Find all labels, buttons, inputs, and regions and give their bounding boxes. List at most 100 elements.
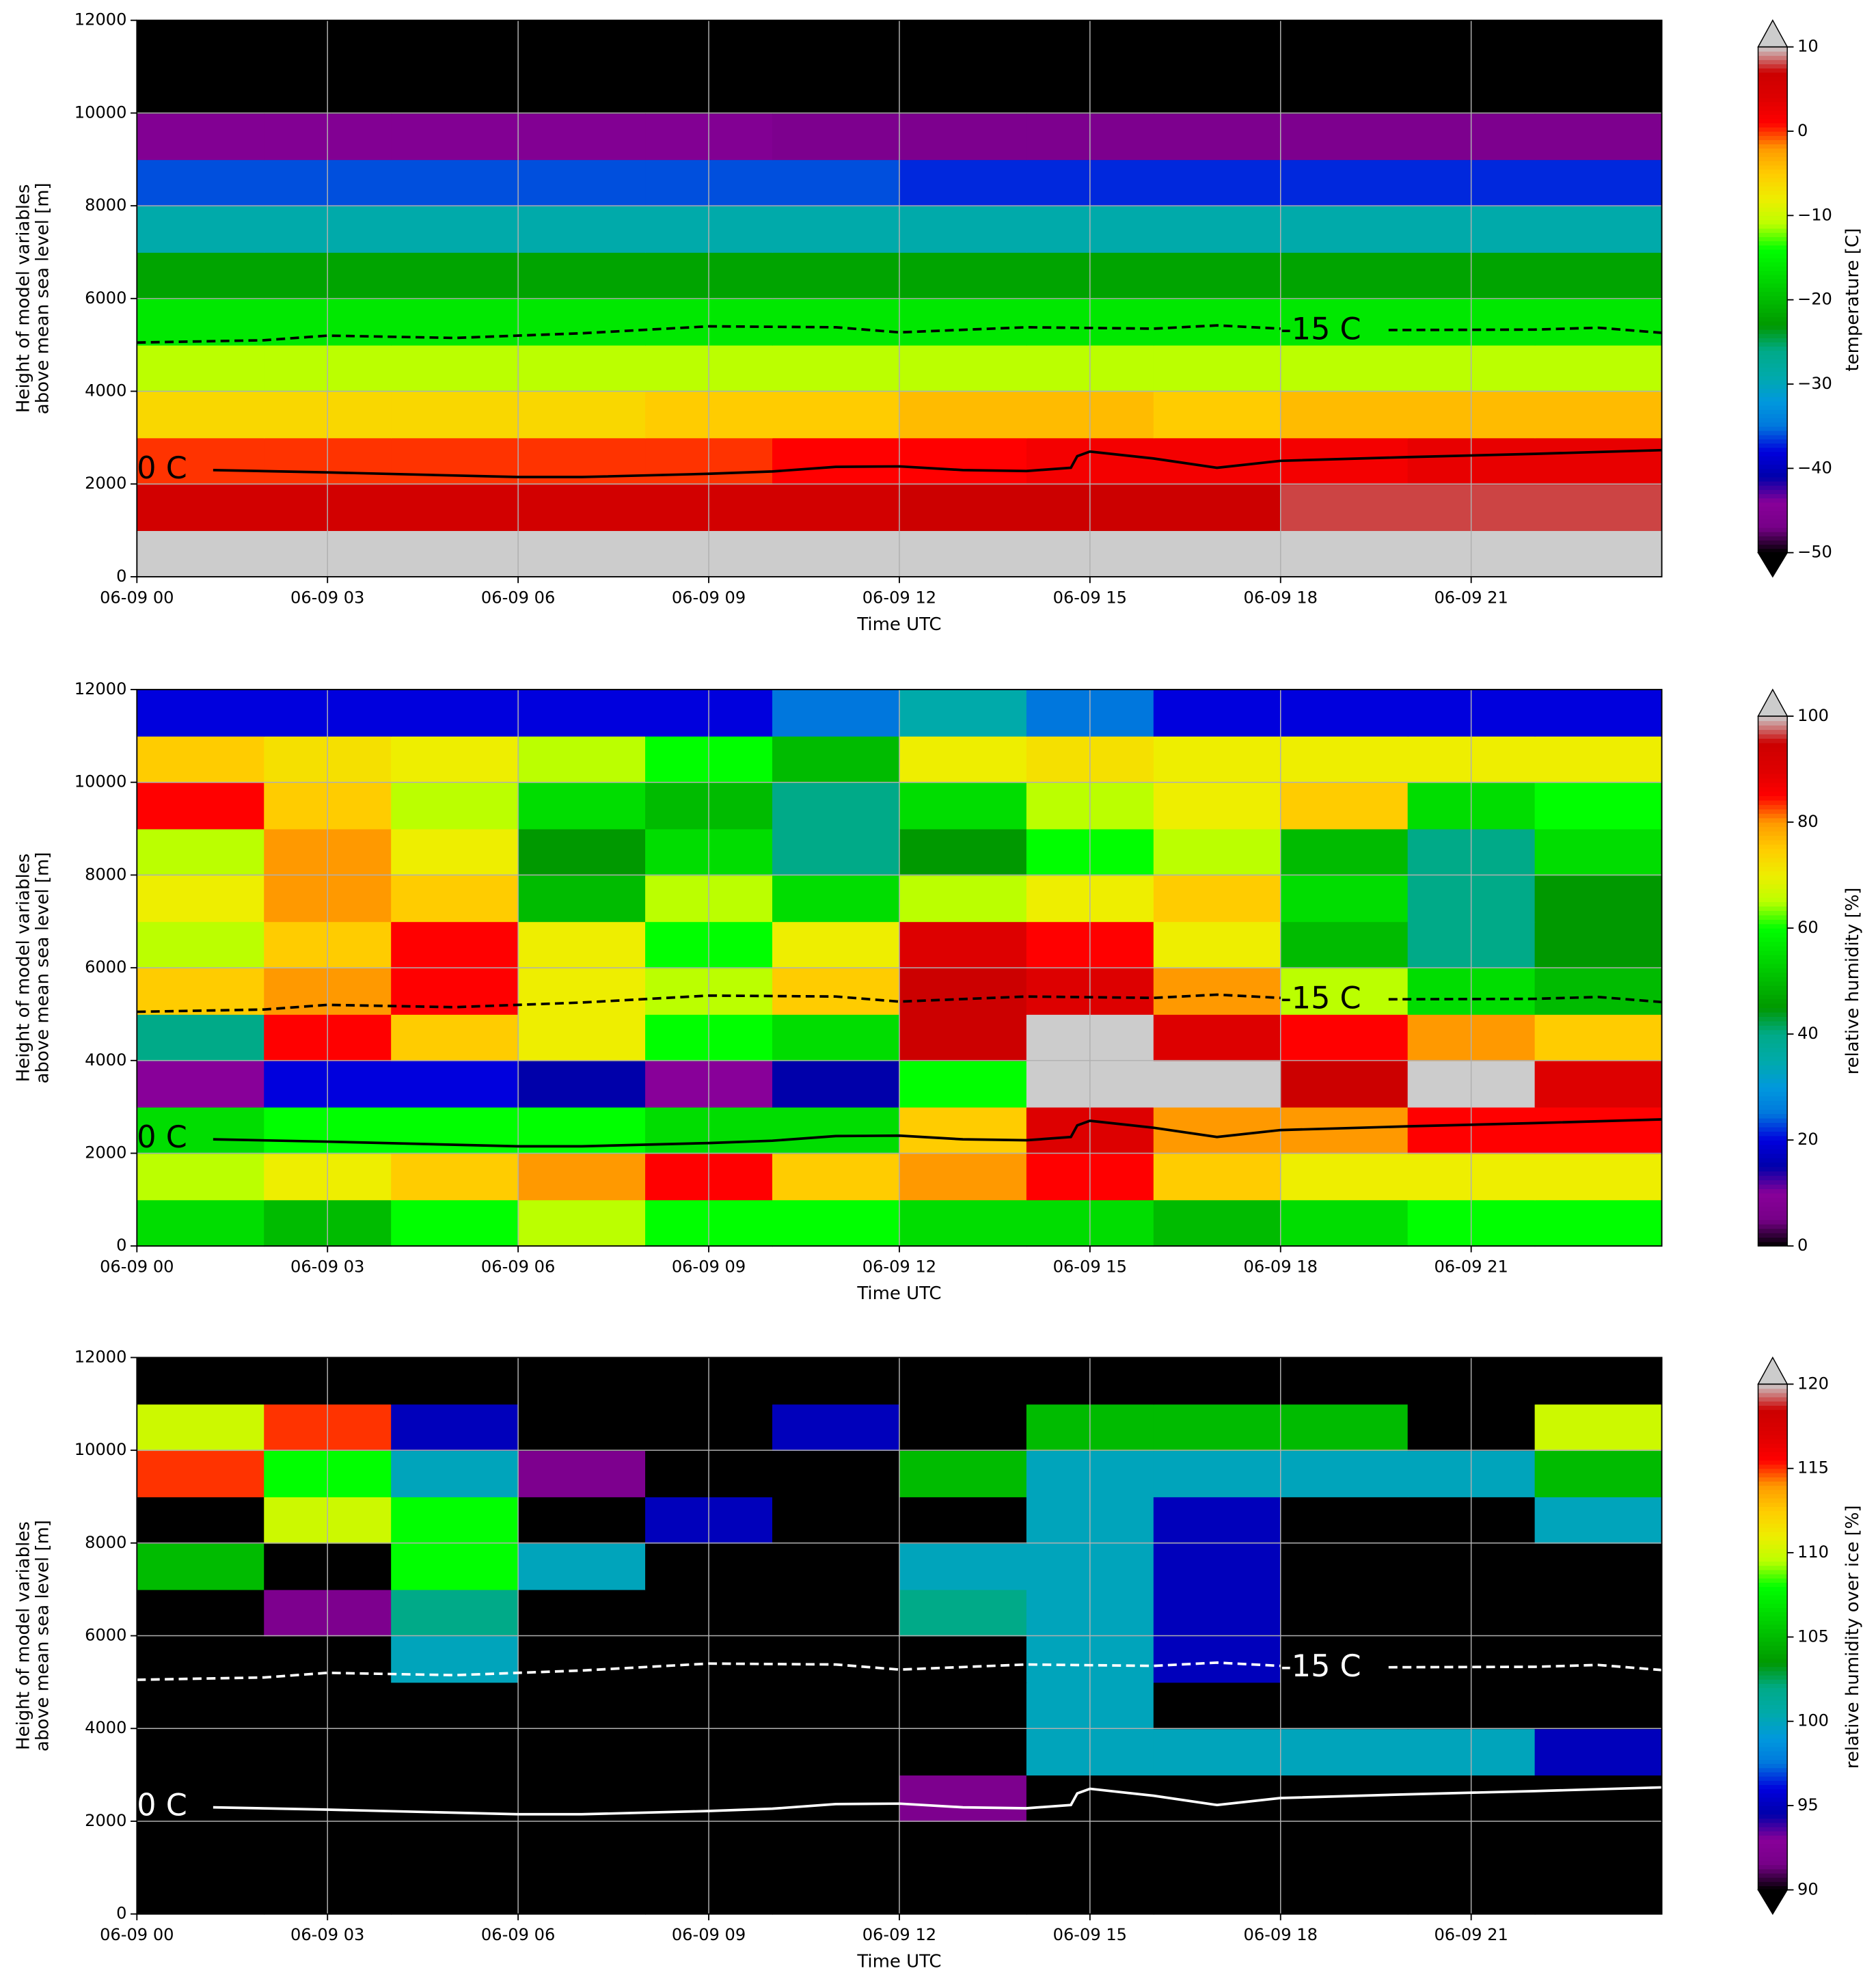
- colorbar-segment: [1758, 46, 1788, 52]
- y-tick-label: 8000: [85, 1533, 126, 1552]
- colorbar-segment: [1758, 489, 1788, 495]
- heatmap-cell: [899, 159, 1027, 207]
- heatmap-cell: [1280, 1153, 1409, 1201]
- colorbar-segment: [1758, 866, 1788, 871]
- colorbar-segment: [1758, 760, 1788, 765]
- y-axis-label: Height of model variables: [14, 1521, 34, 1750]
- colorbar-segment: [1758, 114, 1788, 120]
- colorbar-tick-label: −30: [1797, 374, 1832, 393]
- heatmap-cell: [1534, 391, 1663, 439]
- heatmap-cell: [1153, 735, 1281, 783]
- colorbar-segment: [1758, 724, 1788, 731]
- colorbar-segment: [1758, 1016, 1788, 1022]
- heatmap-cell: [1534, 828, 1663, 876]
- colorbar-segment: [1758, 1166, 1788, 1172]
- heatmap-cell: [1153, 921, 1281, 969]
- x-axis-label: Time UTC: [856, 1952, 941, 1972]
- heatmap-cell: [772, 530, 900, 577]
- colorbar-segment: [1758, 506, 1788, 511]
- heatmap-cell: [899, 1589, 1027, 1637]
- heatmap-cell: [1534, 1728, 1663, 1776]
- heatmap-cell: [137, 782, 265, 830]
- colorbar-segment: [1758, 1095, 1788, 1101]
- colorbar-segment: [1758, 253, 1788, 258]
- heatmap-cell: [899, 1357, 1027, 1405]
- colorbar-segment: [1758, 316, 1788, 322]
- colorbar-segment: [1758, 55, 1788, 60]
- colorbar-segment: [1758, 1578, 1788, 1583]
- heatmap-cell: [1153, 1450, 1281, 1497]
- colorbar-segment: [1758, 1708, 1788, 1714]
- heatmap-cell: [1534, 735, 1663, 783]
- heatmap-cell: [137, 1821, 265, 1868]
- contour-label: 0 C: [137, 451, 187, 486]
- colorbar-segment: [1758, 186, 1788, 191]
- heatmap-cell: [899, 1867, 1027, 1915]
- colorbar-segment: [1758, 1557, 1788, 1562]
- colorbar-segment: [1758, 1822, 1788, 1827]
- heatmap-cell: [1534, 1404, 1663, 1452]
- colorbar-segment: [1758, 830, 1788, 836]
- heatmap-cell: [518, 735, 646, 783]
- colorbar-segment: [1758, 1074, 1788, 1079]
- heatmap-cell: [1534, 1450, 1663, 1497]
- heatmap-cell: [1280, 1404, 1409, 1452]
- heatmap-cell: [391, 1821, 519, 1868]
- colorbar-segment: [1758, 1818, 1788, 1823]
- colorbar-segment: [1758, 156, 1788, 161]
- colorbar-segment: [1758, 1598, 1788, 1604]
- heatmap-cell: [137, 1589, 265, 1637]
- colorbar-segment: [1758, 1519, 1788, 1524]
- heatmap-cell: [137, 1153, 265, 1201]
- heatmap-cell: [518, 1404, 646, 1452]
- colorbar-segment: [1758, 1051, 1788, 1057]
- heatmap-cell: [518, 113, 646, 161]
- y-axis-label: above mean sea level [m]: [33, 852, 53, 1084]
- colorbar-extension: [1757, 19, 1789, 48]
- colorbar-segment: [1758, 476, 1788, 482]
- heatmap-cell: [518, 66, 646, 114]
- heatmap-cell: [518, 20, 646, 68]
- colorbar-segment: [1758, 1814, 1788, 1819]
- colorbar-segment: [1758, 1038, 1788, 1044]
- heatmap-cell: [518, 484, 646, 531]
- heatmap-cell: [1280, 1728, 1409, 1776]
- colorbar-segment: [1758, 813, 1788, 819]
- x-tick-label: 06-09 03: [290, 588, 364, 607]
- colorbar-segment: [1758, 1113, 1788, 1119]
- heatmap-cell: [137, 1496, 265, 1544]
- colorbar-segment: [1758, 800, 1788, 805]
- colorbar-segment: [1758, 1877, 1788, 1882]
- colorbar-segment: [1758, 198, 1788, 204]
- heatmap-cell: [1534, 66, 1663, 114]
- heatmap-cell: [1280, 344, 1409, 392]
- heatmap-cell: [899, 782, 1027, 830]
- heatmap-cell: [1534, 875, 1663, 923]
- colorbar-segment: [1758, 1746, 1788, 1752]
- heatmap-cell: [1534, 968, 1663, 1015]
- colorbar-segment: [1758, 359, 1788, 364]
- colorbar-segment: [1758, 1620, 1788, 1625]
- colorbar-segment: [1758, 1734, 1788, 1739]
- heatmap-cell: [772, 1496, 900, 1544]
- y-tick-label: 6000: [85, 288, 126, 308]
- heatmap-cell: [1534, 437, 1663, 485]
- colorbar-segment: [1758, 1771, 1788, 1777]
- x-tick-label: 06-09 00: [100, 588, 174, 607]
- colorbar-segment: [1758, 1180, 1788, 1185]
- colorbar-segment: [1758, 1477, 1788, 1482]
- colorbar-segment: [1758, 853, 1788, 858]
- heatmap-cell: [772, 1013, 900, 1061]
- colorbar-label: temperature [C]: [1843, 228, 1863, 372]
- heatmap-cell: [518, 1496, 646, 1544]
- colorbar-segment: [1758, 89, 1788, 94]
- colorbar-extension: [1757, 552, 1789, 578]
- colorbar-segment: [1758, 1489, 1788, 1495]
- colorbar-segment: [1758, 257, 1788, 262]
- heatmap-cell: [518, 1821, 646, 1868]
- colorbar-segment: [1758, 206, 1788, 212]
- colorbar-segment: [1758, 342, 1788, 347]
- colorbar-segment: [1758, 1561, 1788, 1566]
- colorbar-segment: [1758, 1029, 1788, 1035]
- colorbar-segment: [1758, 994, 1788, 1000]
